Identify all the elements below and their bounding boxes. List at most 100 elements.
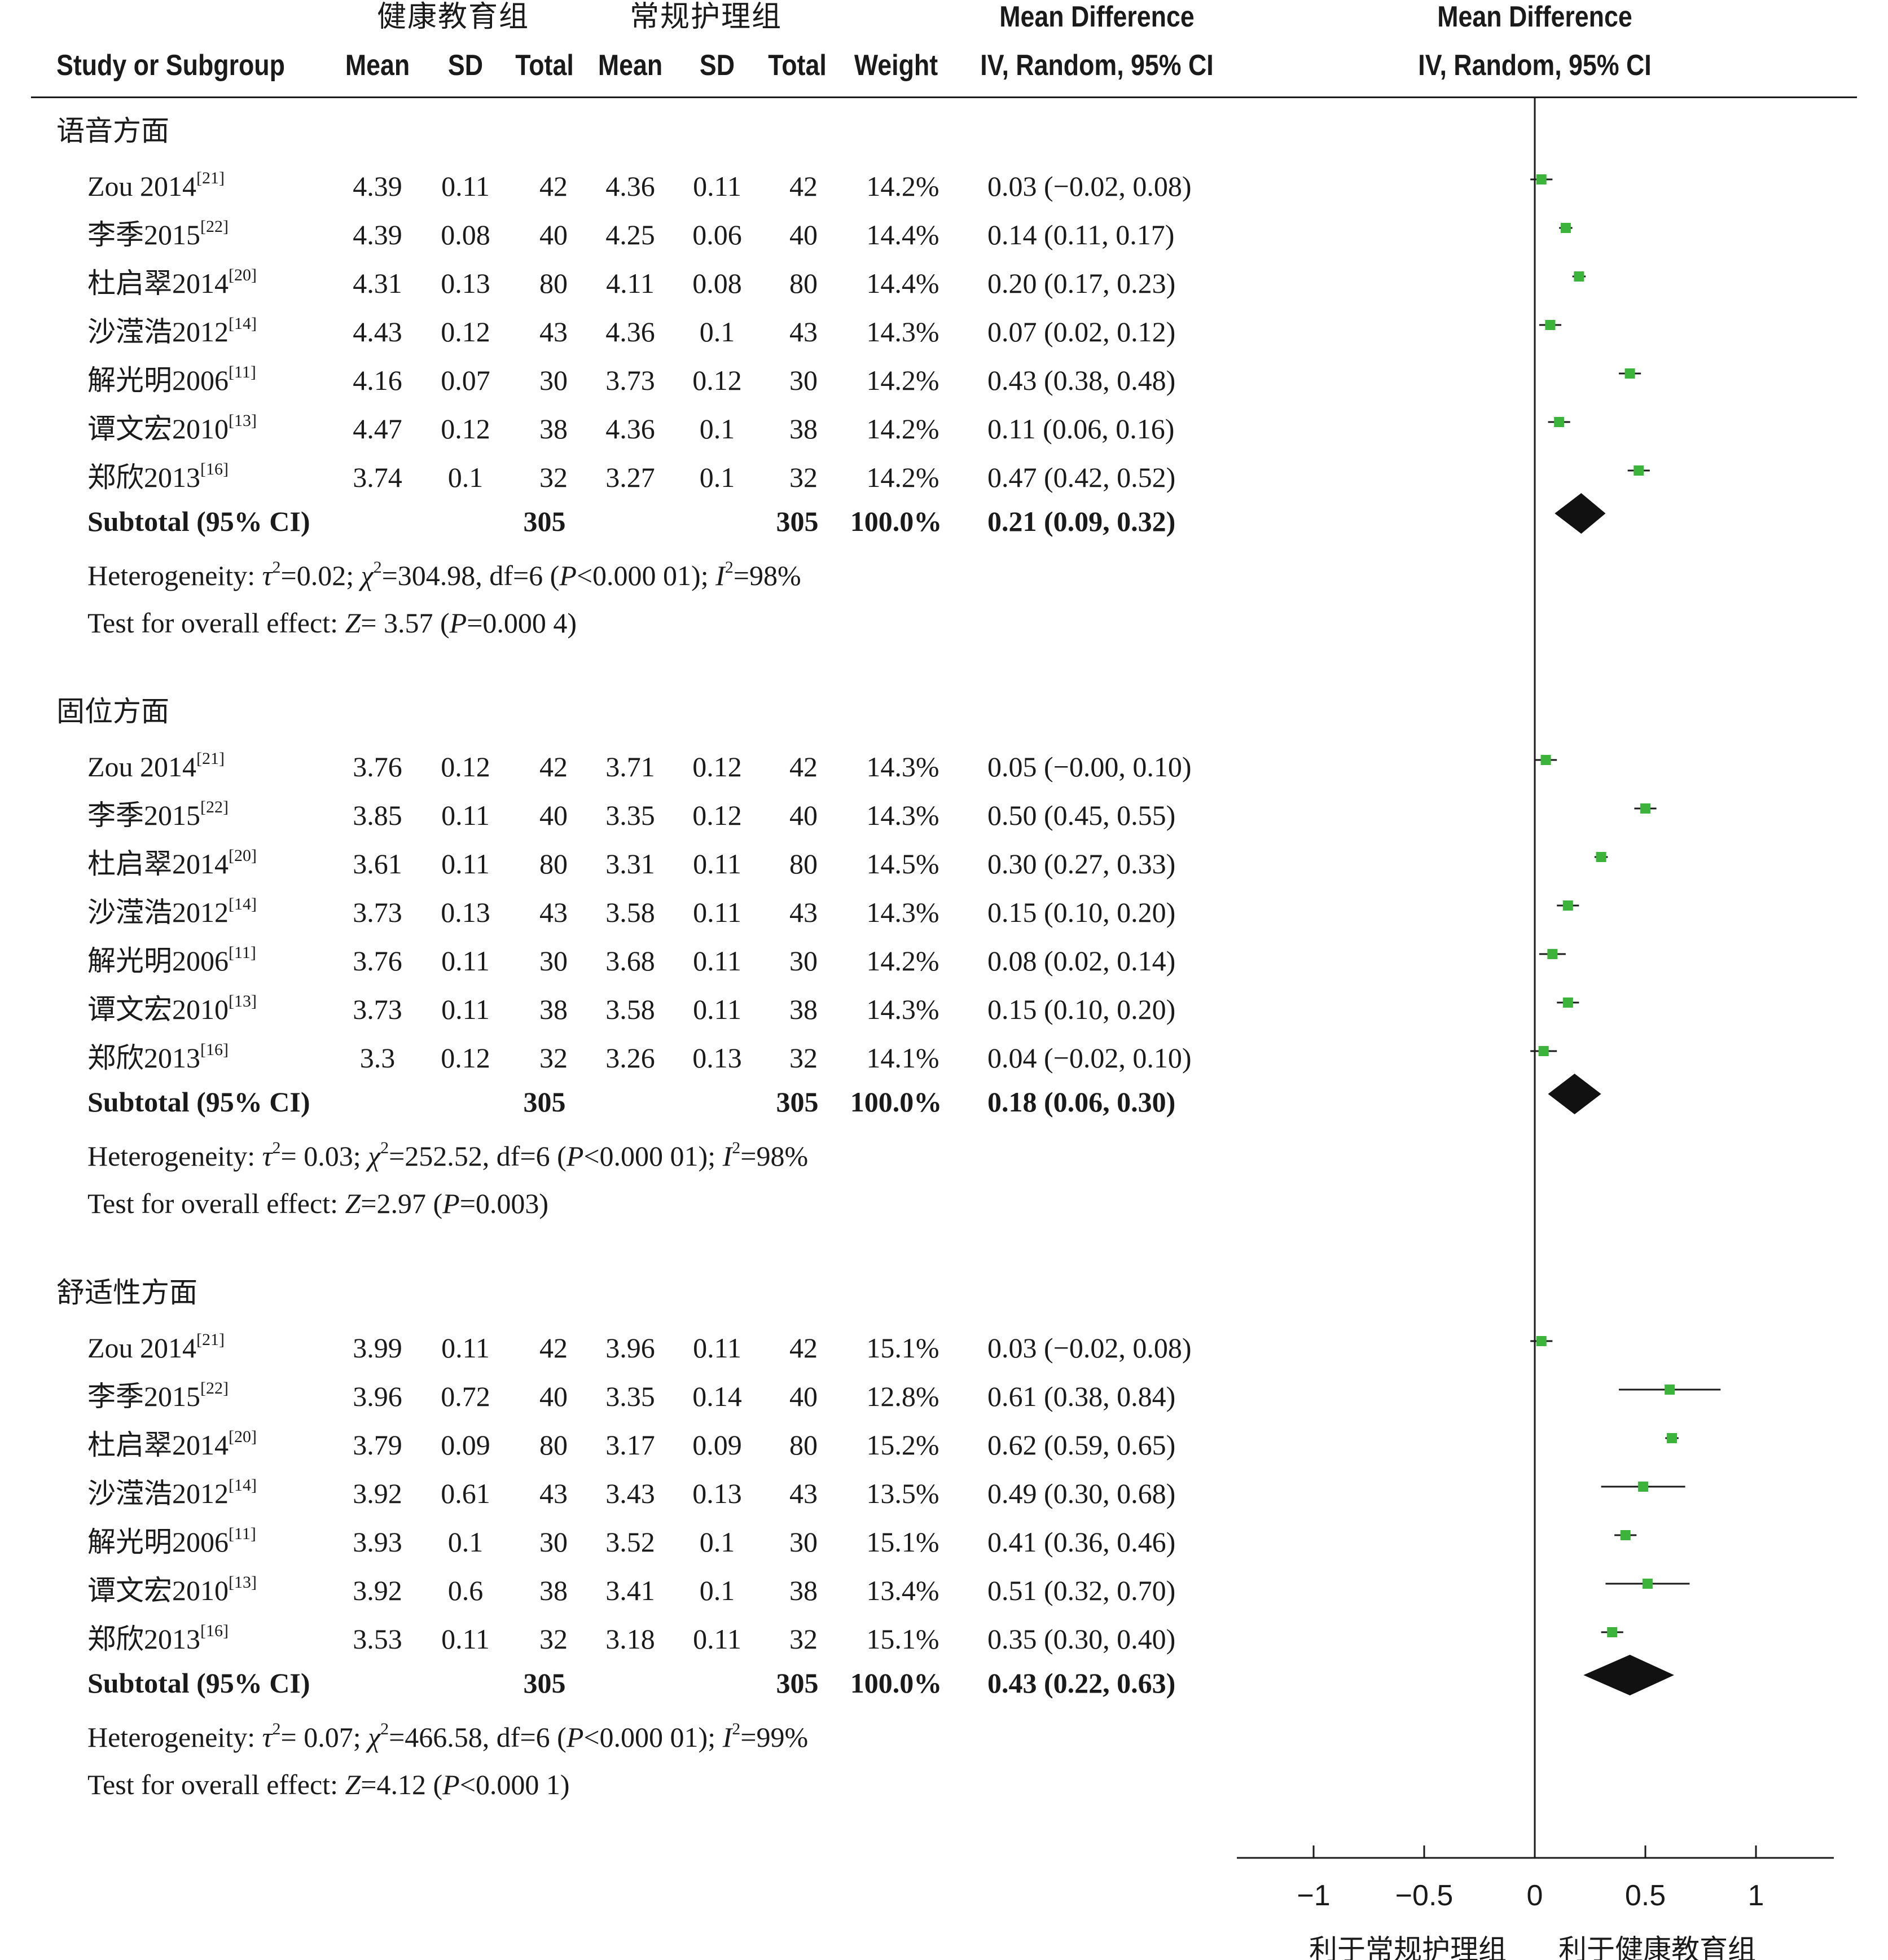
study-ci: 0.08 (0.02, 0.14): [987, 945, 1176, 977]
study-sd1: 0.12: [441, 1042, 490, 1074]
study-name: 解光明2006[11]: [87, 1525, 256, 1559]
study-name: Zou 2014[21]: [87, 750, 225, 784]
study-weight: 13.5%: [866, 1478, 939, 1509]
study-mean1: 4.31: [353, 267, 402, 299]
chi-symbol: χ: [368, 1721, 381, 1753]
study-weight: 14.3%: [866, 994, 939, 1025]
tau-squared-exponent: 2: [272, 1139, 281, 1158]
md-column-title: Mean Difference: [999, 1, 1195, 33]
study-name: 解光明2006[11]: [87, 944, 256, 978]
study-label: 郑欣2013: [87, 1042, 200, 1074]
study-weight: 15.1%: [866, 1623, 939, 1655]
study-name: 谭文宏2010[13]: [87, 1574, 257, 1607]
study-sd2: 0.1: [699, 1575, 735, 1606]
study-label: 杜启翠2014: [87, 267, 229, 299]
p-symbol: P: [442, 1769, 460, 1800]
subtotal-ci: 0.43 (0.22, 0.63): [987, 1667, 1176, 1699]
md-column-subtitle: IV, Random, 95% CI: [980, 49, 1214, 82]
study-mean1: 3.85: [353, 799, 402, 831]
study-n2: 42: [789, 751, 818, 783]
tau-symbol: τ: [262, 1140, 273, 1172]
study-effect-marker: [1667, 1433, 1678, 1443]
study-mean1: 3.73: [353, 994, 402, 1025]
study-name: 沙滢浩2012[14]: [87, 1476, 257, 1510]
study-reference: [11]: [229, 363, 256, 382]
total1-column-header: Total: [515, 49, 574, 82]
subtotal-weight: 100.0%: [850, 506, 942, 537]
chi-squared-exponent: 2: [380, 1139, 389, 1158]
i-squared-exponent: 2: [732, 1720, 741, 1739]
study-n2: 43: [789, 896, 818, 928]
x-axis-tick-label: −0.5: [1395, 1879, 1454, 1912]
study-mean1: 4.47: [353, 413, 402, 445]
study-n1: 30: [539, 1526, 568, 1558]
study-n2: 42: [789, 1332, 818, 1364]
study-n1: 42: [539, 1332, 568, 1364]
plot-subtitle: IV, Random, 95% CI: [1418, 49, 1652, 82]
study-weight: 14.3%: [866, 316, 939, 348]
study-weight: 15.1%: [866, 1332, 939, 1364]
study-sd2: 0.13: [692, 1042, 742, 1074]
study-mean2: 3.96: [605, 1332, 655, 1364]
study-n2: 30: [789, 364, 818, 396]
overall-effect-test: Test for overall effect: Z= 3.57 (P=0.00…: [87, 606, 577, 640]
p-symbol: P: [566, 1140, 584, 1172]
study-sd2: 0.12: [692, 799, 742, 831]
study-reference: [13]: [229, 992, 257, 1011]
study-sd1: 0.11: [441, 170, 490, 202]
subtotal-ci: 0.18 (0.06, 0.30): [987, 1086, 1176, 1118]
study-name: 李季2015[22]: [87, 218, 229, 252]
study-ci: 0.14 (0.11, 0.17): [987, 219, 1175, 251]
study-label: 李季2015: [87, 1381, 200, 1412]
subgroup-title: 舒适性方面: [56, 1276, 197, 1309]
study-reference: [20]: [229, 266, 257, 285]
tau-squared-exponent: 2: [272, 558, 281, 577]
pooled-effect-diamond: [1548, 1074, 1601, 1114]
tau-squared-exponent: 2: [272, 1720, 281, 1739]
study-ci: 0.20 (0.17, 0.23): [987, 267, 1176, 299]
p-value: =0.003): [459, 1188, 549, 1219]
study-n2: 30: [789, 1526, 818, 1558]
study-label: 解光明2006: [87, 1526, 229, 1558]
study-sd1: 0.07: [441, 364, 490, 396]
study-mean1: 4.39: [353, 219, 402, 251]
p-symbol: P: [559, 560, 577, 591]
overall-effect-test: Test for overall effect: Z=4.12 (P<0.000…: [87, 1768, 570, 1801]
i-squared-exponent: 2: [732, 1139, 741, 1158]
study-weight: 13.4%: [866, 1575, 939, 1606]
study-mean2: 3.71: [605, 751, 655, 783]
study-ci: 0.47 (0.42, 0.52): [987, 462, 1176, 493]
pooled-effect-diamond: [1555, 493, 1606, 534]
overall-prefix: Test for overall effect:: [87, 607, 345, 639]
study-label: 解光明2006: [87, 945, 229, 977]
i-squared-exponent: 2: [725, 558, 734, 577]
study-mean1: 3.96: [353, 1381, 402, 1412]
study-effect-marker: [1607, 1627, 1618, 1637]
i-symbol: I: [722, 1721, 732, 1753]
study-label: 谭文宏2010: [87, 1575, 229, 1606]
i-squared-value: =99%: [740, 1721, 809, 1753]
heterogeneity-statistics: Heterogeneity: τ2= 0.07; χ2=466.58, df=6…: [87, 1720, 808, 1754]
study-effect-marker: [1642, 1579, 1653, 1589]
study-sd1: 0.11: [441, 1623, 490, 1655]
study-name: 谭文宏2010[13]: [87, 992, 257, 1026]
study-n1: 42: [539, 751, 568, 783]
tau-squared-value: = 0.07;: [280, 1721, 368, 1753]
study-mean1: 3.61: [353, 848, 402, 880]
study-weight: 14.4%: [866, 219, 939, 251]
study-n1: 38: [539, 994, 568, 1025]
i-symbol: I: [722, 1140, 732, 1172]
study-mean2: 4.36: [605, 413, 655, 445]
study-reference: [20]: [229, 1427, 257, 1447]
study-sd2: 0.11: [693, 170, 741, 202]
study-label: Zou 2014: [87, 1332, 197, 1364]
chi-symbol: χ: [368, 1140, 381, 1172]
p-value: <0.000 01);: [576, 560, 716, 591]
study-effect-marker: [1538, 1046, 1549, 1056]
study-sd1: 0.11: [441, 945, 490, 977]
study-n1: 43: [539, 896, 568, 928]
study-mean2: 3.58: [605, 896, 655, 928]
subtotal-n2: 305: [776, 1667, 819, 1699]
study-label: 谭文宏2010: [87, 413, 229, 445]
study-n1: 40: [539, 219, 568, 251]
